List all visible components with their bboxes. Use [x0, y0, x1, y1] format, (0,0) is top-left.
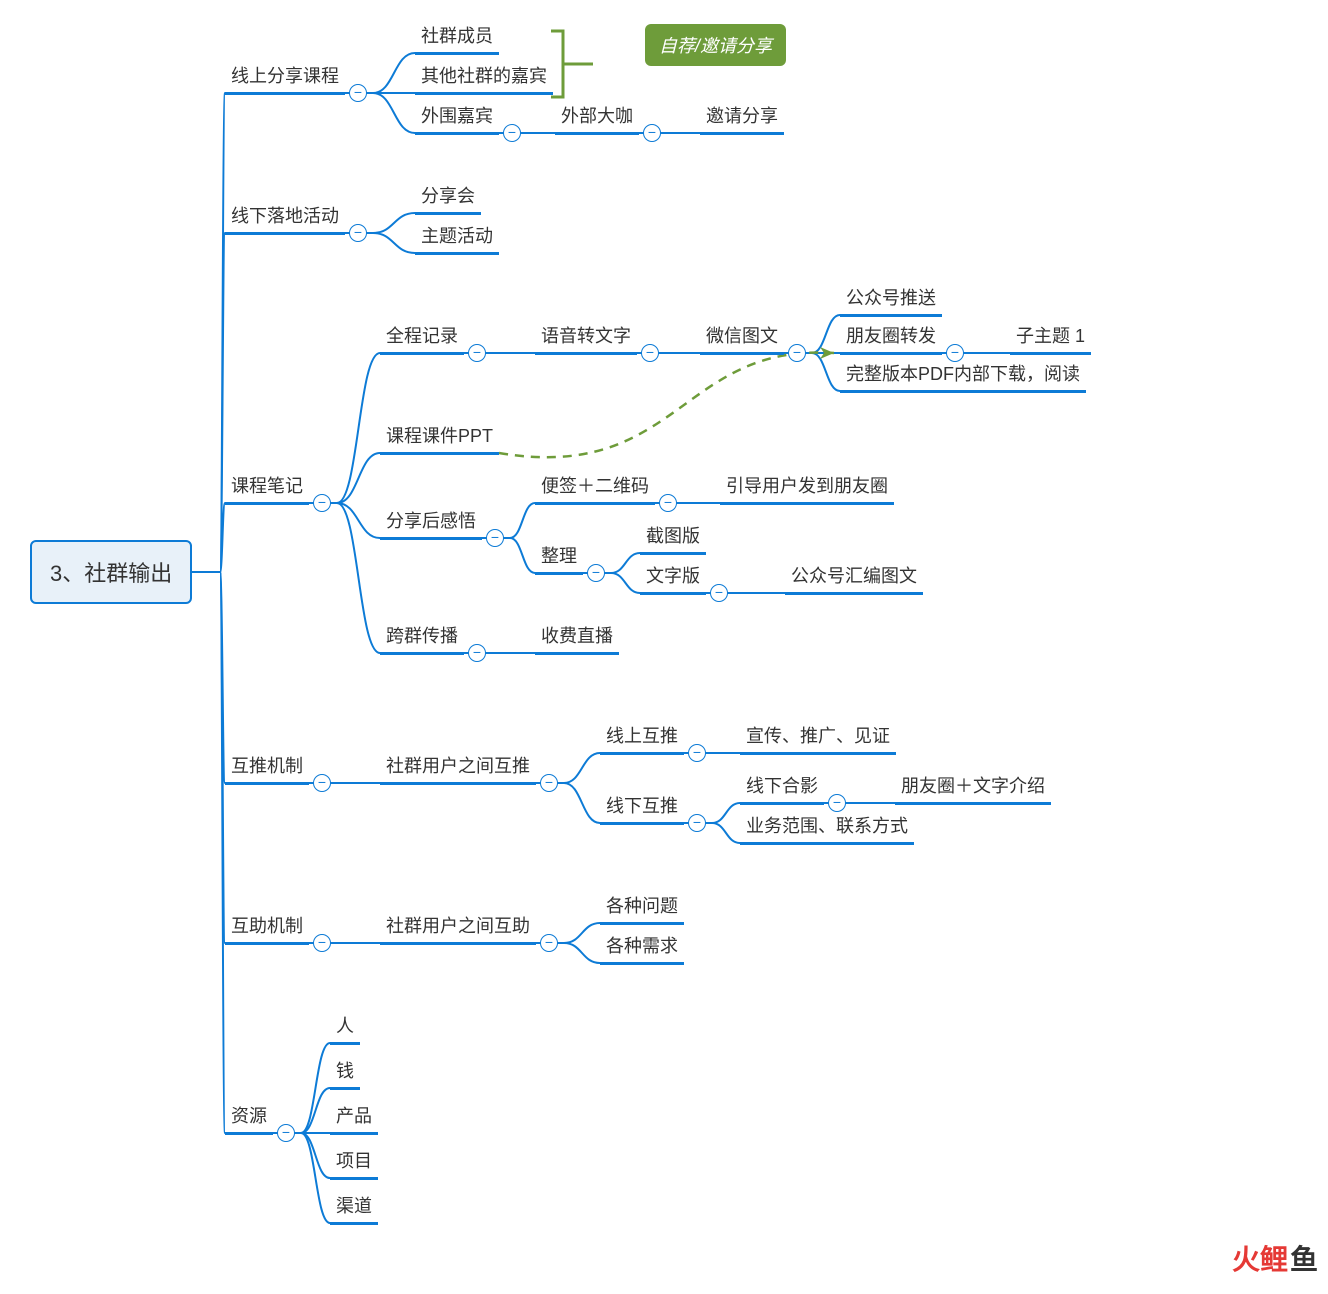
node-b3_3_2_2_1[interactable]: 公众号汇编图文 — [785, 560, 923, 595]
toggle-b2[interactable]: − — [349, 224, 367, 242]
toggle-b1_3_1[interactable]: − — [643, 124, 661, 142]
node-b3_1_2_2[interactable]: 朋友圈转发 — [840, 320, 942, 355]
node-b4[interactable]: 互推机制 — [225, 750, 309, 785]
node-b1_3_2[interactable]: 邀请分享 — [700, 100, 784, 135]
toggle-b3_1_2[interactable]: − — [788, 344, 806, 362]
toggle-b4_1_2_1[interactable]: − — [828, 794, 846, 812]
node-b6[interactable]: 资源 — [225, 1100, 273, 1135]
node-b3_4[interactable]: 跨群传播 — [380, 620, 464, 655]
toggle-b5_1[interactable]: − — [540, 934, 558, 952]
toggle-b1_3[interactable]: − — [503, 124, 521, 142]
node-b4_1_1_1[interactable]: 宣传、推广、见证 — [740, 720, 896, 755]
watermark-a: 火鲤 — [1232, 1238, 1288, 1278]
node-b6_5[interactable]: 渠道 — [330, 1190, 378, 1225]
node-b4_1_2_1_1[interactable]: 朋友圈＋文字介绍 — [895, 770, 1051, 805]
node-b3_1_2_1[interactable]: 公众号推送 — [840, 282, 942, 317]
node-b3_1[interactable]: 全程记录 — [380, 320, 464, 355]
node-b1_2[interactable]: 其他社群的嘉宾 — [415, 60, 553, 95]
node-b1[interactable]: 线上分享课程 — [225, 60, 345, 95]
toggle-b6[interactable]: − — [277, 1124, 295, 1142]
node-b1_1[interactable]: 社群成员 — [415, 20, 499, 55]
toggle-b5[interactable]: − — [313, 934, 331, 952]
node-b3_3_1[interactable]: 便签＋二维码 — [535, 470, 655, 505]
node-b2_2[interactable]: 主题活动 — [415, 220, 499, 255]
node-b3_3[interactable]: 分享后感悟 — [380, 505, 482, 540]
toggle-b3_3[interactable]: − — [486, 529, 504, 547]
node-b3_3_2[interactable]: 整理 — [535, 540, 583, 575]
toggle-b1[interactable]: − — [349, 84, 367, 102]
node-b3_4_1[interactable]: 收费直播 — [535, 620, 619, 655]
toggle-b4_1[interactable]: − — [540, 774, 558, 792]
toggle-b3_1_2_2[interactable]: − — [946, 344, 964, 362]
node-b6_3[interactable]: 产品 — [330, 1100, 378, 1135]
node-b3_1_2[interactable]: 微信图文 — [700, 320, 784, 355]
node-b1_3[interactable]: 外围嘉宾 — [415, 100, 499, 135]
toggle-b3_1[interactable]: − — [468, 344, 486, 362]
node-b4_1_2[interactable]: 线下互推 — [600, 790, 684, 825]
node-b3_3_1_1[interactable]: 引导用户发到朋友圈 — [720, 470, 894, 505]
node-b3[interactable]: 课程笔记 — [225, 470, 309, 505]
callout-invite: 自荐/邀请分享 — [645, 24, 786, 66]
toggle-b3_3_2_2[interactable]: − — [710, 584, 728, 602]
toggle-b3_1_1[interactable]: − — [641, 344, 659, 362]
node-b3_2[interactable]: 课程课件PPT — [380, 420, 499, 455]
node-b6_1[interactable]: 人 — [330, 1010, 360, 1045]
node-b3_3_2_2[interactable]: 文字版 — [640, 560, 706, 595]
node-b2[interactable]: 线下落地活动 — [225, 200, 345, 235]
toggle-b3_3_1[interactable]: − — [659, 494, 677, 512]
node-b3_1_1[interactable]: 语音转文字 — [535, 320, 637, 355]
connection-lines — [0, 0, 1328, 1294]
node-b4_1_2_1[interactable]: 线下合影 — [740, 770, 824, 805]
node-b5_1_1[interactable]: 各种问题 — [600, 890, 684, 925]
node-b3_3_2_1[interactable]: 截图版 — [640, 520, 706, 555]
node-b4_1_1[interactable]: 线上互推 — [600, 720, 684, 755]
toggle-b4[interactable]: − — [313, 774, 331, 792]
node-b6_4[interactable]: 项目 — [330, 1145, 378, 1180]
watermark-b: 鱼 — [1290, 1238, 1318, 1278]
node-b5_1_2[interactable]: 各种需求 — [600, 930, 684, 965]
node-b4_1[interactable]: 社群用户之间互推 — [380, 750, 536, 785]
toggle-b4_1_2[interactable]: − — [688, 814, 706, 832]
node-b5_1[interactable]: 社群用户之间互助 — [380, 910, 536, 945]
toggle-b3_4[interactable]: − — [468, 644, 486, 662]
root-node[interactable]: 3、社群输出 — [30, 540, 192, 604]
node-b4_1_2_2[interactable]: 业务范围、联系方式 — [740, 810, 914, 845]
toggle-b3_3_2[interactable]: − — [587, 564, 605, 582]
node-b5[interactable]: 互助机制 — [225, 910, 309, 945]
node-b1_3_1[interactable]: 外部大咖 — [555, 100, 639, 135]
node-b2_1[interactable]: 分享会 — [415, 180, 481, 215]
node-b3_1_2_2_1[interactable]: 子主题 1 — [1010, 320, 1091, 355]
toggle-b4_1_1[interactable]: − — [688, 744, 706, 762]
node-b6_2[interactable]: 钱 — [330, 1055, 360, 1090]
toggle-b3[interactable]: − — [313, 494, 331, 512]
node-b3_1_2_3[interactable]: 完整版本PDF内部下载，阅读 — [840, 358, 1086, 393]
